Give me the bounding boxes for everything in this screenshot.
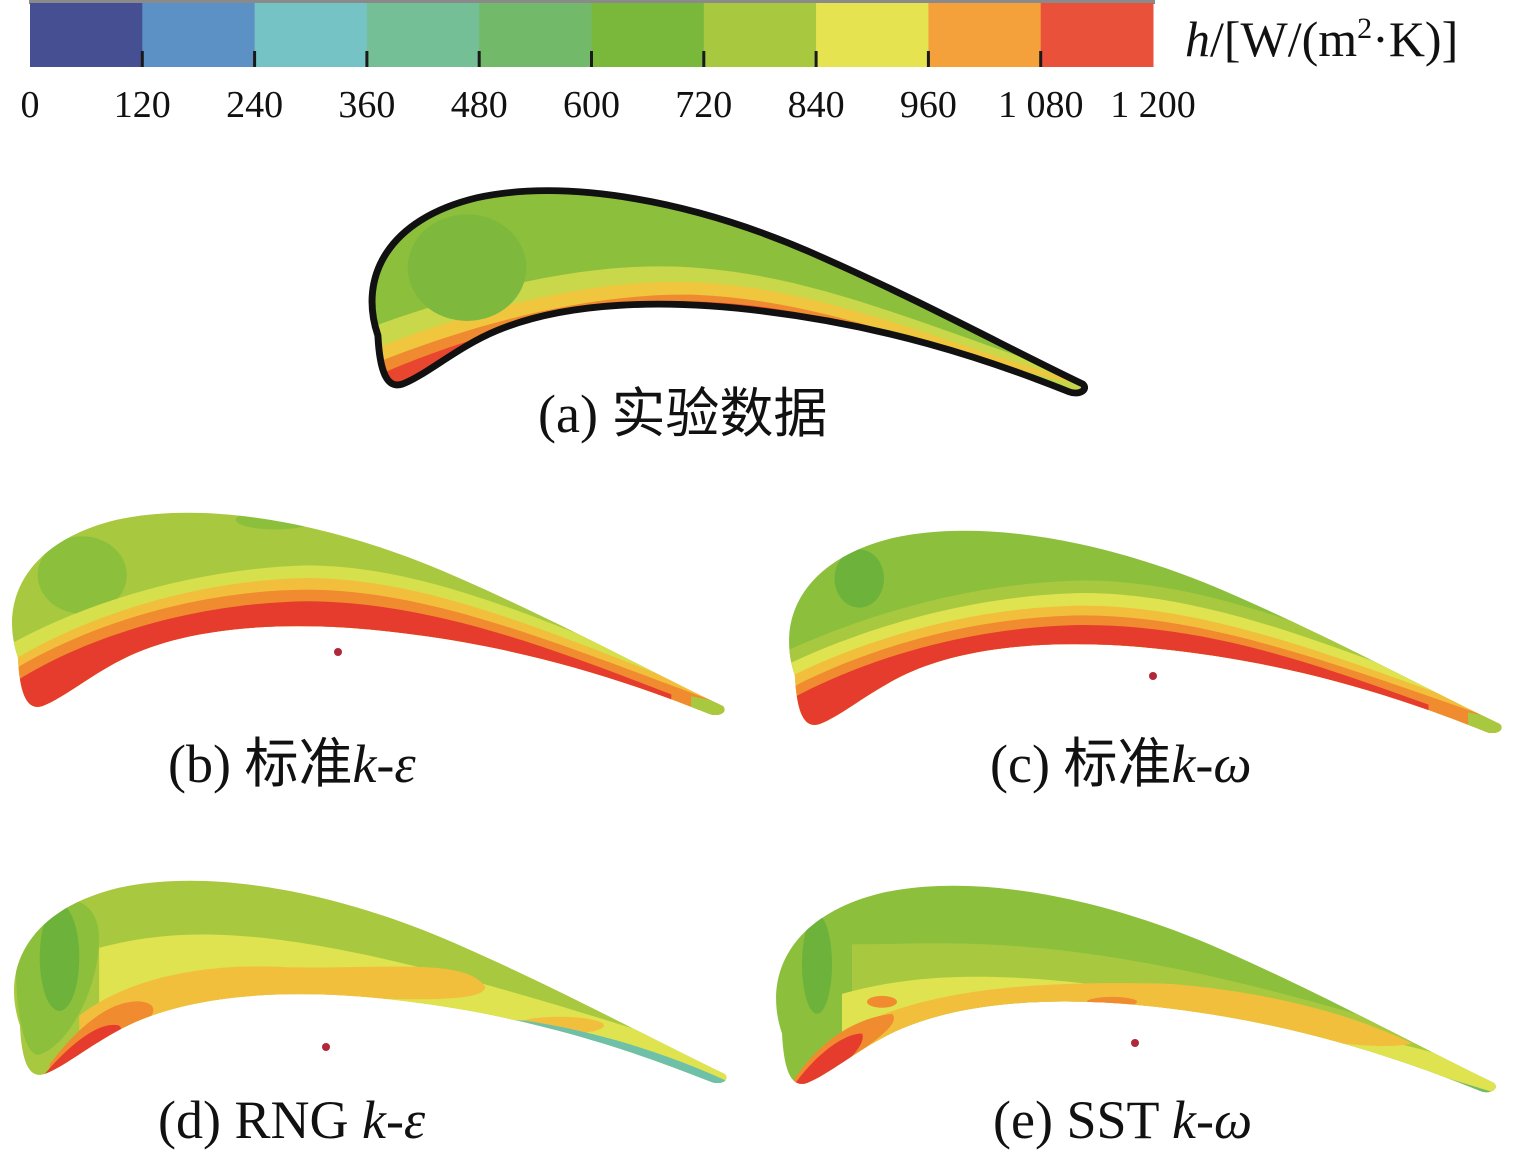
panel-e: (e) SST k-ω	[776, 885, 1496, 1150]
probe-dot-e	[1131, 1039, 1139, 1047]
colorbar-tick-label: 0	[21, 84, 40, 126]
caption-a: (a) 实验数据	[538, 384, 827, 444]
unit-part-b: ·K)]	[1372, 11, 1458, 67]
caption-e-model: k-ω	[1172, 1090, 1252, 1150]
colorbar-tick	[702, 51, 706, 67]
region-orange-tail	[1087, 996, 1137, 1007]
colorbar-segment	[1040, 3, 1154, 67]
unit-superscript: 2	[1357, 12, 1372, 45]
colorbar-segment	[479, 3, 592, 67]
colorbar-tick-label: 840	[788, 84, 845, 126]
colorbar-tick	[926, 51, 930, 67]
region-green-core	[37, 536, 127, 614]
caption-c: (c) 标准k-ω	[990, 734, 1252, 794]
caption-b: (b) 标准k-ε	[168, 734, 416, 794]
region-orange-light	[79, 966, 486, 1045]
colorbar-segment	[254, 3, 368, 67]
colorbar: 0 120 240 360 480 600 720 840 960 1 080 1 200 h/[W…	[21, 0, 1458, 126]
colorbar-tick	[253, 51, 257, 67]
colorbar-segment	[591, 3, 705, 67]
caption-d: (d) RNG k-ε	[158, 1090, 426, 1150]
region-green-top	[235, 512, 315, 530]
region-trailing	[691, 696, 725, 716]
colorbar-tick-label: 240	[226, 84, 283, 126]
colorbar-tick-label: 480	[451, 84, 508, 126]
colorbar-tick	[365, 51, 369, 67]
colorbar-tick	[1039, 51, 1043, 67]
colorbar-segment	[30, 3, 143, 67]
caption-b-model: k-ε	[352, 734, 416, 794]
colorbar-tick	[477, 51, 481, 67]
panel-d: (d) RNG k-ε	[14, 880, 727, 1150]
probe-dot-c	[1149, 672, 1157, 680]
probe-dot-b	[334, 648, 342, 656]
region-orange-spot	[867, 995, 897, 1008]
colorbar-tick-label: 720	[675, 84, 732, 126]
region-green-core	[834, 549, 884, 608]
caption-c-model: k-ω	[1171, 734, 1251, 794]
caption-b-prefix: (b)	[168, 734, 244, 794]
colorbar-tick-label: 960	[900, 84, 957, 126]
region-green-core	[407, 214, 527, 321]
colorbar-tick-label: 1 080	[998, 84, 1084, 126]
colorbar-segment	[816, 3, 929, 67]
probe-dot-d	[322, 1043, 330, 1051]
panel-b: (b) 标准k-ε	[12, 512, 725, 794]
caption-e-prefix: (e)	[993, 1090, 1066, 1150]
colorbar-segment	[142, 3, 256, 67]
panel-c: (c) 标准k-ω	[789, 530, 1502, 794]
caption-e-label: SST	[1066, 1090, 1172, 1150]
region-green-core	[39, 904, 80, 1011]
colorbar-tick	[140, 51, 144, 67]
region-orange-light	[842, 983, 1412, 1064]
region-red	[792, 1033, 863, 1093]
caption-b-label: 标准	[244, 734, 352, 794]
colorbar-segment	[366, 3, 480, 67]
unit-part-a: /[W/(m	[1210, 11, 1357, 67]
colorbar-tick-label: 1 200	[1110, 84, 1196, 126]
caption-d-prefix: (d)	[158, 1090, 234, 1150]
colorbar-top-edge	[29, 0, 1155, 4]
caption-d-label: RNG	[234, 1090, 362, 1150]
colorbar-tick-label: 120	[114, 84, 171, 126]
colorbar-unit-label: h/[W/(m2·K)]	[1185, 11, 1458, 67]
region-orange-light-tail	[514, 1016, 604, 1035]
caption-d-model: k-ε	[362, 1090, 426, 1150]
colorbar-tick	[814, 51, 818, 67]
colorbar-segment	[928, 3, 1042, 67]
caption-c-label: 标准	[1063, 734, 1171, 794]
unit-variable: h	[1185, 11, 1210, 67]
caption-a-prefix: (a)	[538, 384, 611, 444]
blade-b-contour	[12, 512, 725, 716]
caption-c-prefix: (c)	[990, 734, 1063, 794]
colorbar-tick-label: 600	[563, 84, 620, 126]
caption-a-label: 实验数据	[611, 384, 827, 444]
region-green-core	[802, 914, 832, 1014]
colorbar-tick	[590, 51, 593, 67]
panel-a: (a) 实验数据	[348, 171, 1120, 444]
region-trailing	[1468, 712, 1502, 734]
colorbar-tick-label: 360	[338, 84, 395, 126]
colorbar-segment	[703, 3, 817, 67]
caption-e: (e) SST k-ω	[993, 1090, 1252, 1150]
